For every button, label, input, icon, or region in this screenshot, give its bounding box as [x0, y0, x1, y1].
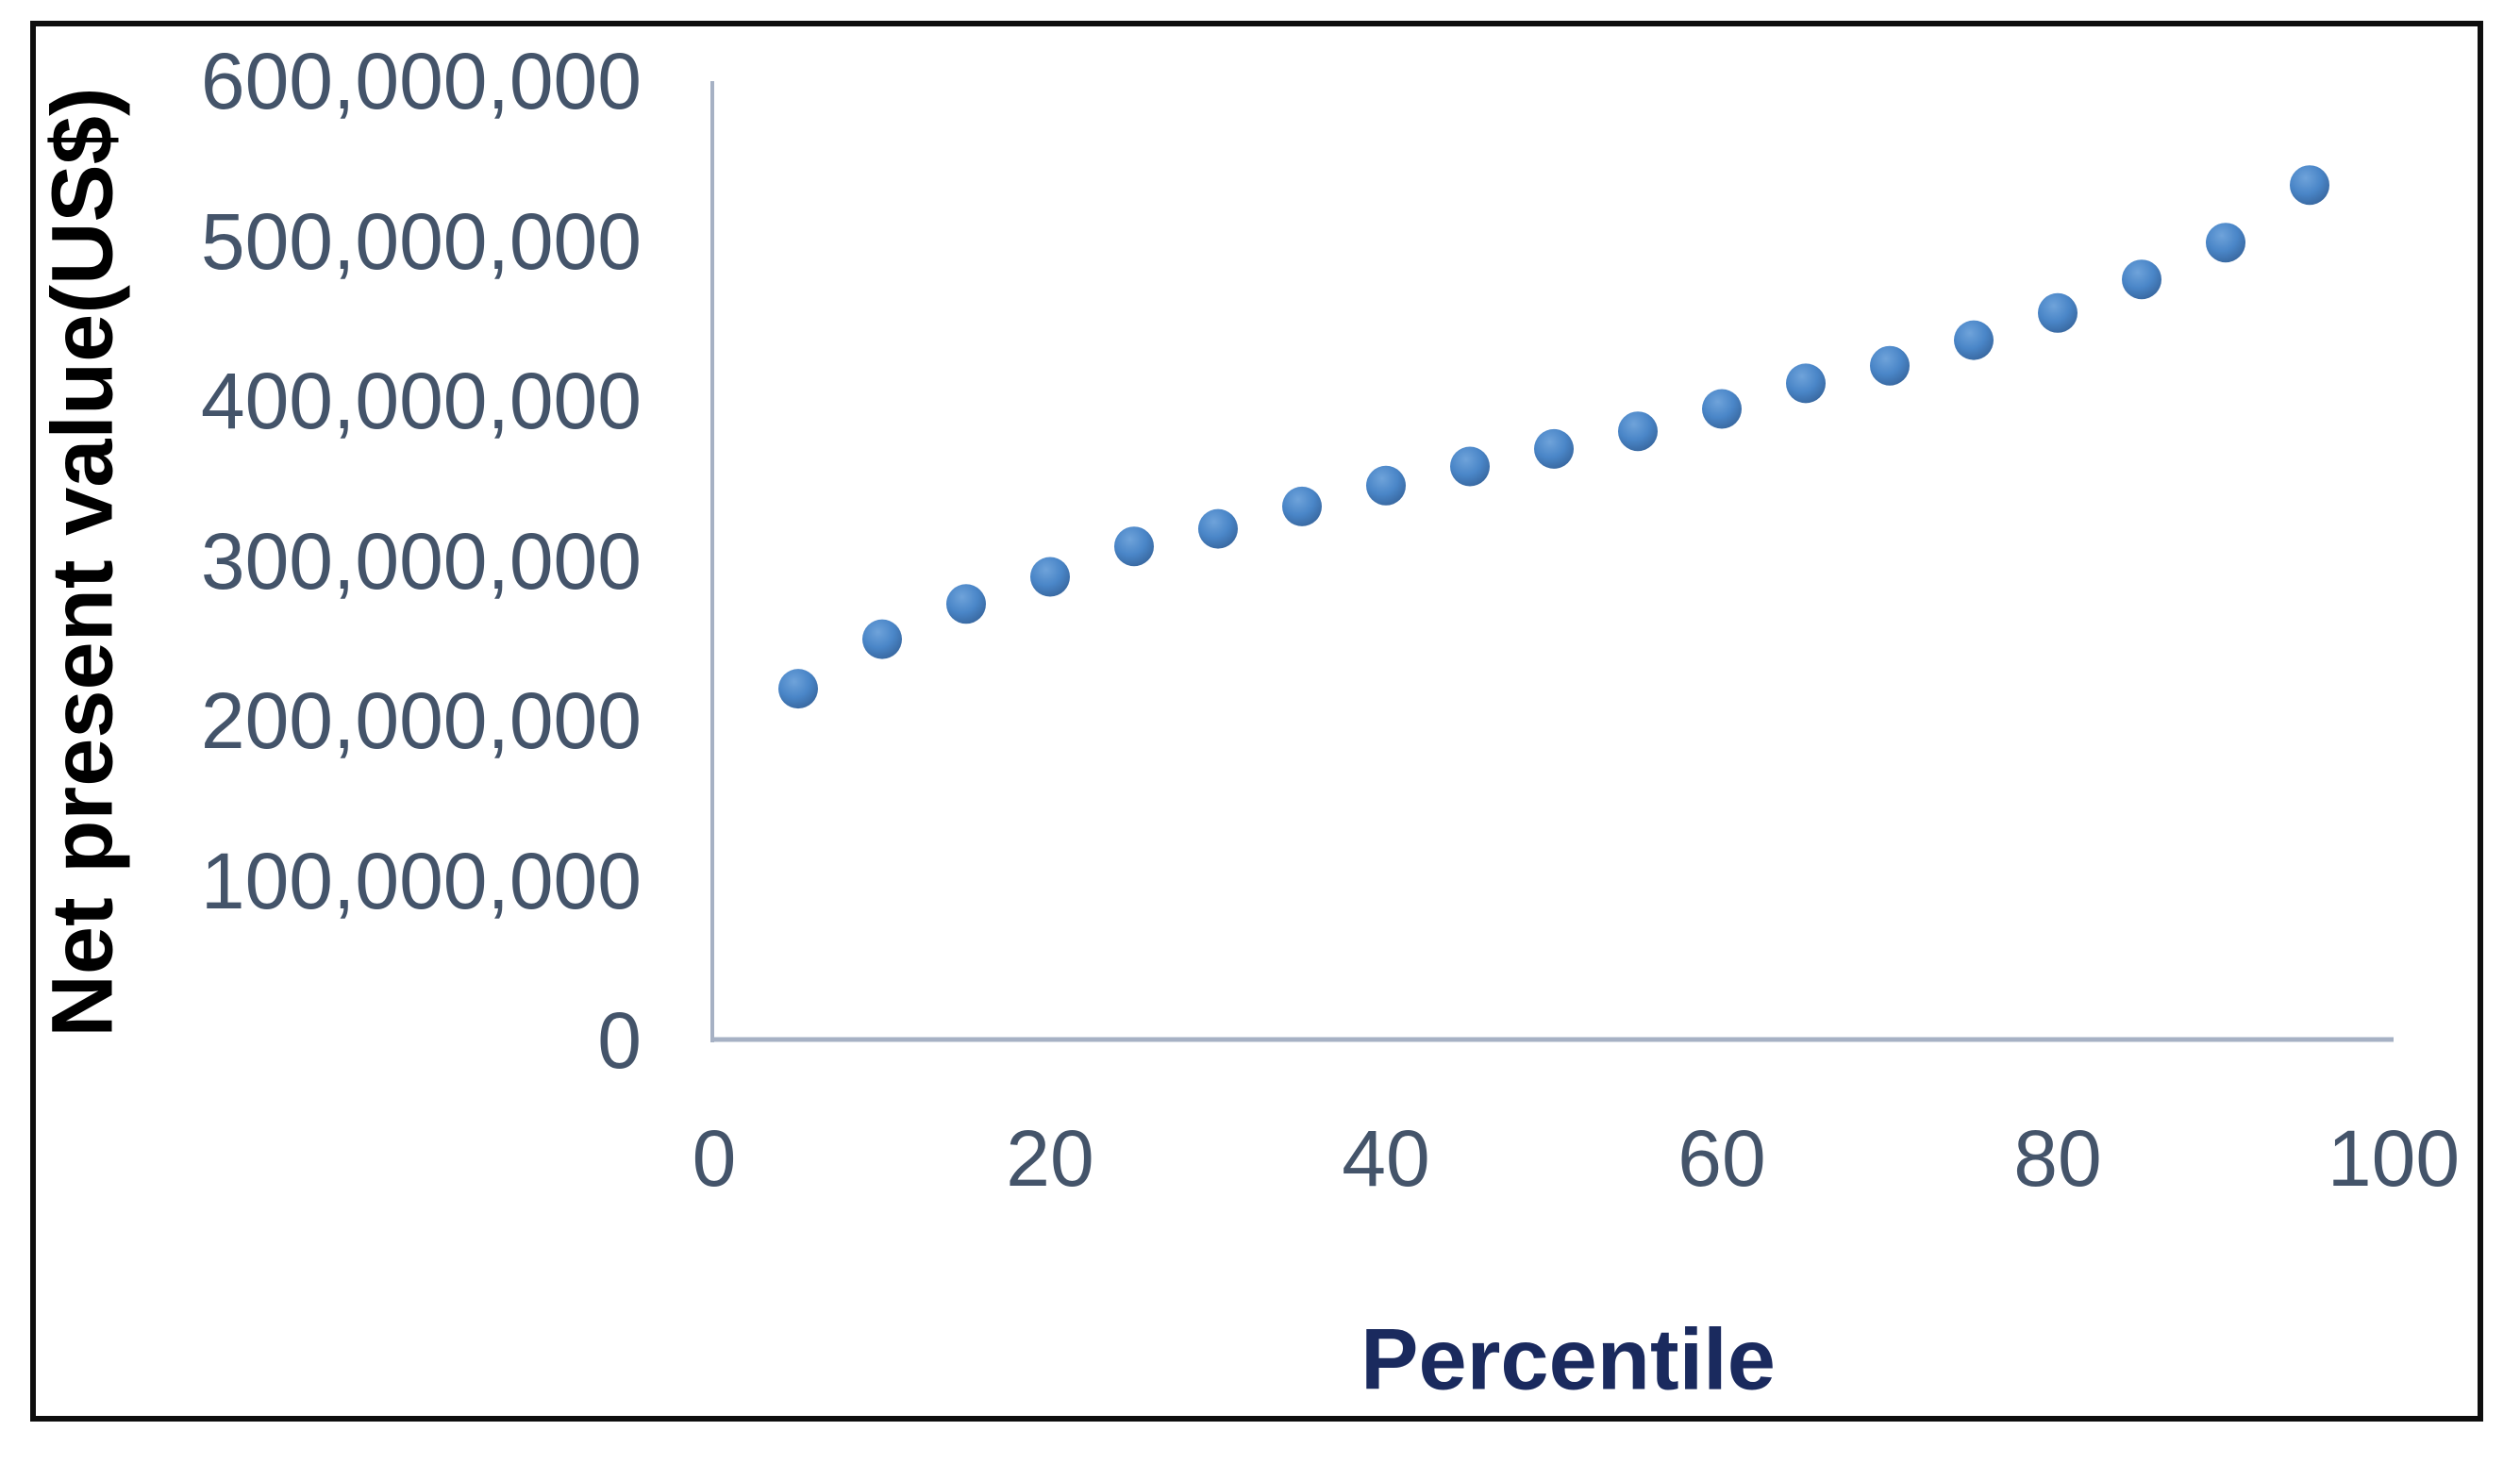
x-tick-label: 40 — [1342, 1114, 1430, 1203]
data-point — [1030, 557, 1070, 597]
y-tick-label: 600,000,000 — [200, 37, 642, 125]
y-tick-label: 200,000,000 — [200, 676, 642, 765]
data-point — [778, 669, 818, 709]
data-point — [862, 619, 902, 659]
y-tick-label: 300,000,000 — [200, 516, 642, 606]
data-point — [2122, 259, 2161, 300]
scatter-series — [778, 165, 2329, 709]
y-tick-label: 100,000,000 — [200, 836, 642, 925]
data-point — [1786, 363, 1826, 404]
data-point — [2038, 292, 2078, 333]
y-tick-label: 400,000,000 — [200, 357, 642, 445]
y-tick-label: 0 — [597, 996, 642, 1085]
x-tick-label: 80 — [2013, 1114, 2102, 1203]
data-point — [1702, 389, 1742, 429]
data-point — [1366, 465, 1406, 506]
y-axis-title: Net present value(US$) — [34, 87, 131, 1038]
x-tick-label: 20 — [1006, 1114, 1094, 1203]
data-point — [1618, 411, 1658, 452]
figure-border — [30, 21, 2483, 1422]
x-tick-label: 60 — [1677, 1114, 1766, 1203]
x-tick-label: 100 — [2327, 1114, 2461, 1203]
data-point — [1870, 345, 1910, 386]
x-tick-label: 0 — [692, 1114, 737, 1203]
data-point — [2290, 165, 2329, 206]
y-tick-label: 500,000,000 — [200, 196, 642, 286]
data-point — [1114, 526, 1154, 567]
data-point — [1534, 428, 1574, 469]
data-point — [946, 584, 986, 624]
data-point — [1198, 508, 1238, 549]
data-point — [1954, 320, 1994, 360]
data-point — [1450, 446, 1490, 487]
data-point — [1282, 486, 1322, 526]
x-axis-title: Percentile — [1360, 1311, 1776, 1408]
data-point — [2206, 223, 2245, 263]
